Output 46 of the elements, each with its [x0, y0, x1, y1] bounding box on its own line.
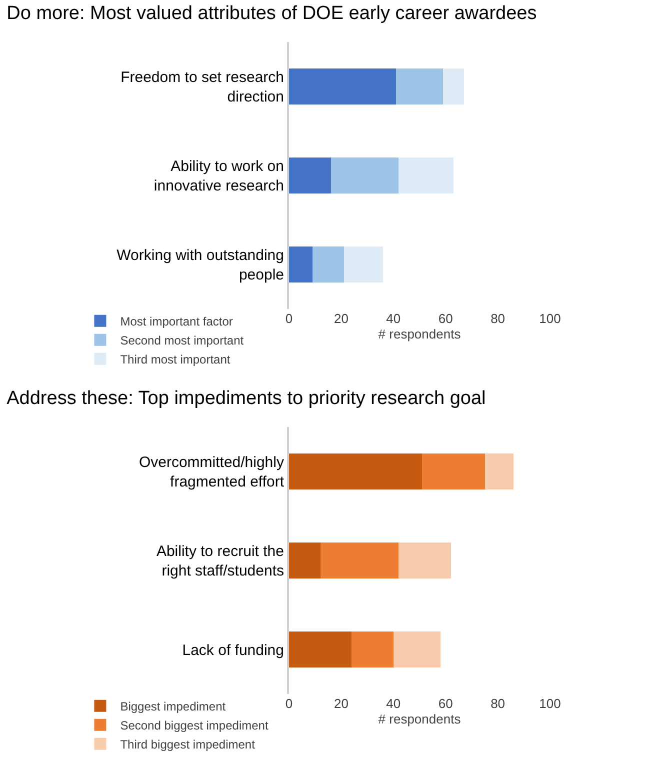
x-tick-label: 100	[539, 696, 561, 711]
x-axis-title: # respondents	[378, 326, 462, 342]
legend-label: Second biggest impediment	[120, 718, 269, 733]
x-tick-label: 80	[490, 696, 506, 711]
x-tick-label: 20	[334, 696, 348, 711]
legend-label: Most important factor	[120, 314, 233, 329]
bar	[352, 632, 394, 668]
x-tick-label: 40	[386, 696, 401, 711]
x-tick-label: 20	[334, 311, 348, 326]
bar	[396, 68, 443, 104]
y-tick-label: Ability to recruit the right staff/students	[156, 543, 284, 580]
bar	[398, 158, 454, 194]
legend-label: Third biggest impediment	[120, 738, 256, 752]
bar	[484, 454, 514, 490]
x-tick-label: 60	[438, 696, 453, 711]
y-tick-label: Lack of funding	[182, 642, 284, 659]
legend-label: Biggest impediment	[120, 700, 226, 714]
bar	[289, 246, 312, 282]
bar	[330, 158, 399, 194]
bar	[442, 68, 464, 104]
x-tick-label: 80	[490, 311, 506, 326]
bar	[289, 632, 352, 668]
x-tick-label: 0	[285, 311, 293, 326]
chart-title: Address these: Top impediments to priority research goal	[6, 388, 486, 410]
bar	[289, 158, 331, 194]
y-tick-label: Ability to work on innovative research	[154, 158, 284, 194]
x-tick-label: 0	[285, 696, 293, 711]
x-tick-label: 100	[539, 311, 561, 326]
bar	[422, 454, 485, 490]
legend-label: Second most important	[120, 334, 244, 348]
bar	[289, 542, 320, 578]
y-tick-label: Working with outstanding people	[116, 247, 284, 284]
legend-label: Third most important	[120, 352, 231, 367]
bar	[312, 246, 344, 282]
x-tick-label: 40	[386, 311, 401, 326]
y-tick-label: Overcommitted/highly fragmented effort	[138, 454, 285, 490]
x-tick-label: 60	[438, 311, 453, 326]
chart-title: Do more: Most valued attributes of DOE early career awardees	[6, 3, 537, 24]
bar	[289, 454, 422, 490]
y-tick-label: Freedom to set research direction	[120, 69, 284, 106]
bar	[393, 632, 440, 668]
bar	[398, 542, 451, 578]
bar	[289, 68, 396, 104]
x-axis-title: # respondents	[378, 712, 462, 727]
bar	[320, 542, 399, 578]
bar	[344, 246, 383, 282]
